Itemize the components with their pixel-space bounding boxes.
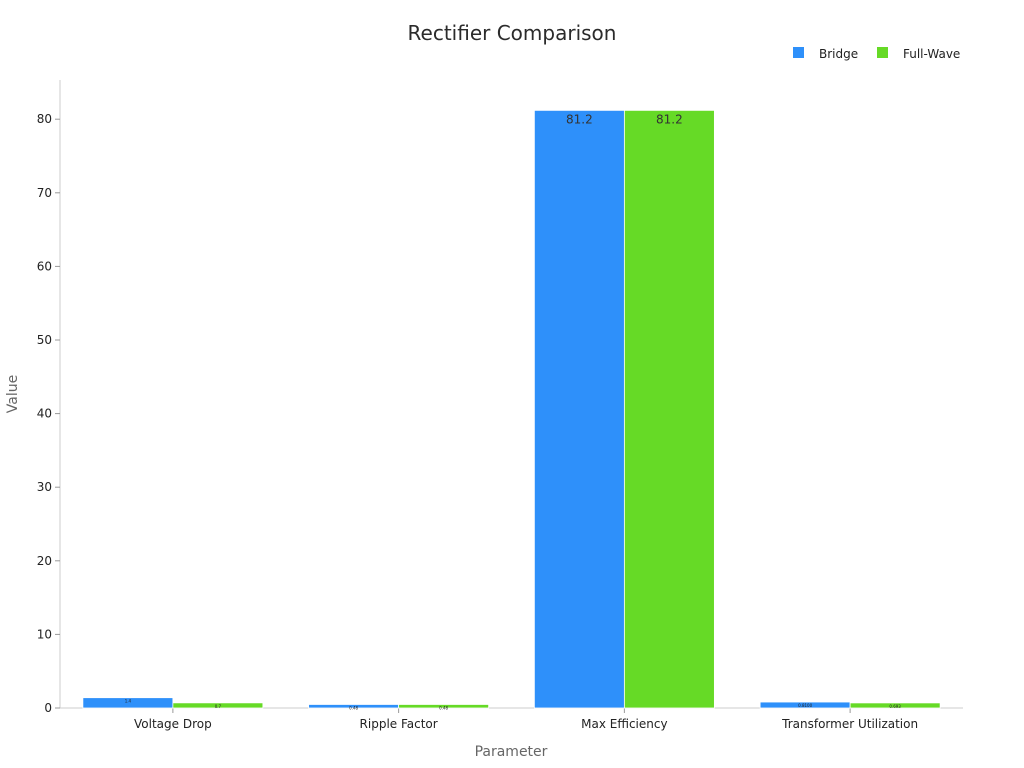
bar-data-label: 1.4 bbox=[125, 699, 132, 704]
legend-label: Bridge bbox=[819, 47, 858, 61]
bar-data-label: 0.8100 bbox=[798, 703, 812, 708]
bar-data-label: 0.7 bbox=[215, 704, 222, 709]
bar-full-wave bbox=[623, 109, 715, 709]
bar-data-label: 0.48 bbox=[349, 705, 358, 710]
legend-label: Full-Wave bbox=[903, 47, 960, 61]
y-axis-ticks: 0 10 20 30 40 50 60 70 80 bbox=[37, 112, 60, 715]
legend: Bridge Full-Wave bbox=[793, 47, 960, 61]
x-tick-label: Ripple Factor bbox=[360, 717, 438, 731]
x-tick-label: Voltage Drop bbox=[134, 717, 212, 731]
bar-data-label: 81.2 bbox=[566, 112, 593, 126]
bar-full-wave bbox=[398, 704, 490, 709]
bar-full-wave bbox=[172, 702, 264, 709]
y-tick-label: 40 bbox=[37, 407, 52, 421]
x-tick-label: Max Efficiency bbox=[581, 717, 667, 731]
legend-swatch bbox=[877, 47, 888, 58]
y-axis-title: Value bbox=[5, 375, 21, 413]
y-tick-label: 70 bbox=[37, 186, 52, 200]
chart-title: Rectifier Comparison bbox=[408, 21, 617, 45]
x-axis-title: Parameter bbox=[475, 744, 548, 760]
y-tick-label: 50 bbox=[37, 333, 52, 347]
x-tick-label: Transformer Utilization bbox=[781, 717, 918, 731]
bar-data-label: 0.48 bbox=[439, 705, 448, 710]
bar-full-wave bbox=[849, 702, 941, 709]
bar-data-label: 0.693 bbox=[889, 704, 901, 709]
y-tick-label: 60 bbox=[37, 259, 52, 273]
legend-swatch bbox=[793, 47, 804, 58]
y-tick-label: 30 bbox=[37, 480, 52, 494]
y-tick-label: 0 bbox=[44, 701, 52, 715]
bar-bridge bbox=[533, 109, 625, 709]
y-tick-label: 80 bbox=[37, 112, 52, 126]
x-axis-ticks: Voltage Drop Ripple Factor Max Efficiency T… bbox=[134, 708, 918, 731]
y-tick-label: 20 bbox=[37, 554, 52, 568]
bar-data-label: 81.2 bbox=[656, 112, 683, 126]
y-tick-label: 10 bbox=[37, 627, 52, 641]
bars-group: 1.4 0.7 0.48 0.48 81.2 81.2 0.8100 0.693 bbox=[82, 109, 941, 710]
